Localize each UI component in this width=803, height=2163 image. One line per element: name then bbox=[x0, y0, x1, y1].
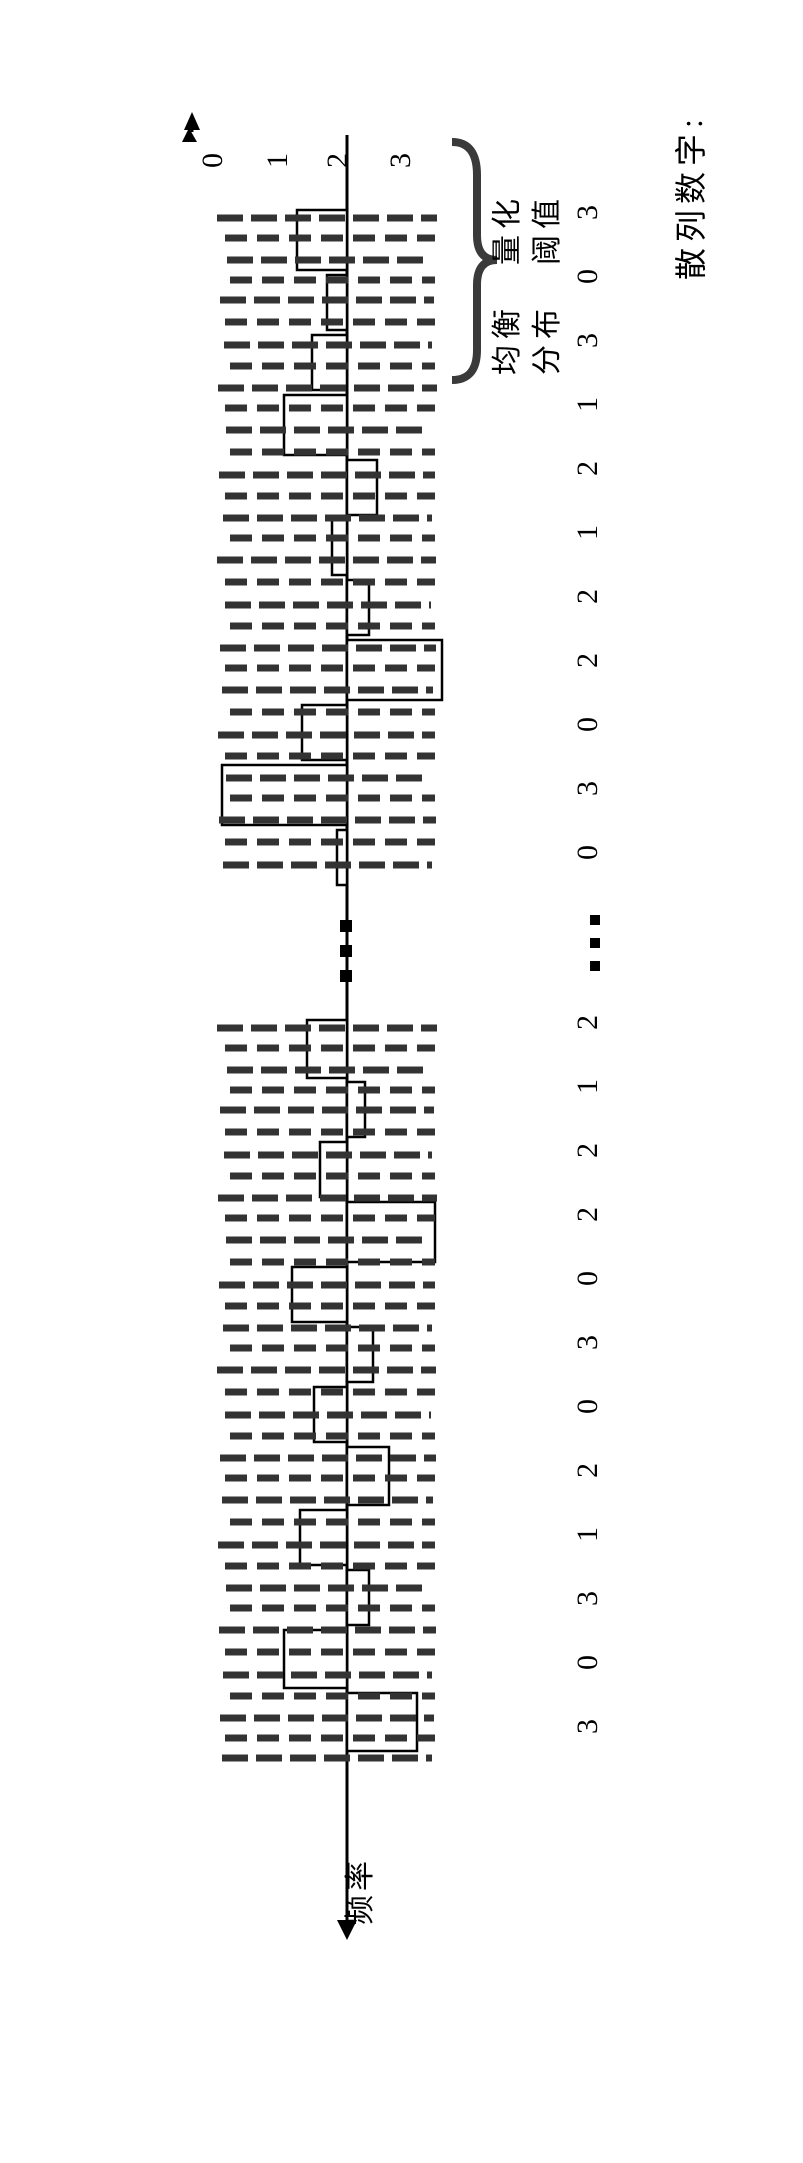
level-0-label: 0 bbox=[196, 153, 229, 168]
seq-r-6: 0 bbox=[571, 1399, 604, 1414]
seq-r-7: 2 bbox=[571, 1463, 604, 1478]
seq-l-3: 1 bbox=[571, 397, 604, 412]
level-3-label: 3 bbox=[384, 153, 417, 168]
bar bbox=[320, 1142, 347, 1197]
svg-text:均衡: 均衡 bbox=[491, 303, 524, 375]
seq-r-4: 0 bbox=[571, 1271, 604, 1286]
bar bbox=[347, 1693, 417, 1751]
seq-r-1: 1 bbox=[571, 1079, 604, 1094]
quantization-chart-svg: 0 1 2 3 bbox=[42, 20, 802, 2120]
corner-arrow bbox=[182, 128, 197, 142]
figure-container: 0 1 2 3 bbox=[42, 20, 802, 2120]
bar bbox=[284, 1630, 347, 1688]
bar bbox=[347, 1327, 373, 1382]
svg-text:阈值: 阈值 bbox=[531, 193, 564, 265]
svg-text:量化: 量化 bbox=[491, 193, 524, 265]
bar bbox=[300, 1510, 347, 1565]
seq-l-8: 0 bbox=[571, 717, 604, 732]
seq-l-1: 0 bbox=[571, 269, 604, 284]
sequence-label: 散列数字: bbox=[673, 113, 709, 280]
svg-text:分布: 分布 bbox=[531, 303, 564, 375]
seq-l-9: 3 bbox=[571, 781, 604, 796]
level-2-label: 2 bbox=[321, 153, 354, 168]
freq-axis-label: 频率 bbox=[344, 1857, 377, 1925]
seq-l-7: 2 bbox=[571, 653, 604, 668]
seq-l-0: 3 bbox=[571, 205, 604, 220]
seq-r-3: 2 bbox=[571, 1207, 604, 1222]
seq-r-11: 3 bbox=[571, 1719, 604, 1734]
seq-r-9: 3 bbox=[571, 1591, 604, 1606]
side-labels: 量化 阈值 均衡 分布 bbox=[491, 193, 564, 375]
bar bbox=[347, 1570, 369, 1625]
seq-r-5: 3 bbox=[571, 1335, 604, 1350]
seq-l-10: 0 bbox=[571, 845, 604, 860]
seq-r-10: 0 bbox=[571, 1655, 604, 1670]
seq-l-6: 2 bbox=[571, 589, 604, 604]
gap-dots bbox=[340, 920, 352, 982]
bar bbox=[347, 460, 377, 515]
seq-r-2: 2 bbox=[571, 1143, 604, 1158]
svg-text:散列数字:: 散列数字: bbox=[673, 113, 709, 280]
seq-l-5: 1 bbox=[571, 525, 604, 540]
bar bbox=[332, 520, 347, 575]
left-block bbox=[217, 210, 442, 885]
bar bbox=[347, 1202, 435, 1262]
level-1-label: 1 bbox=[261, 153, 294, 168]
bars-left bbox=[222, 210, 442, 885]
seq-r-0: 2 bbox=[571, 1015, 604, 1030]
seq-l-4: 2 bbox=[571, 461, 604, 476]
seq-r-8: 1 bbox=[571, 1527, 604, 1542]
level-labels: 0 1 2 3 bbox=[196, 153, 417, 168]
threshold-marks-right bbox=[217, 1028, 437, 1758]
bar bbox=[337, 830, 347, 885]
right-block bbox=[217, 1020, 437, 1758]
bar bbox=[292, 1267, 347, 1322]
seq-gap-dots bbox=[590, 915, 600, 971]
bar bbox=[284, 395, 347, 455]
y-axis-arrow bbox=[184, 112, 200, 130]
svg-text:频率: 频率 bbox=[344, 1857, 377, 1925]
sequence-row: 3 0 3 1 2 1 2 2 0 3 0 2 1 2 2 0 3 0 2 1 … bbox=[571, 205, 604, 1734]
seq-l-2: 3 bbox=[571, 333, 604, 348]
